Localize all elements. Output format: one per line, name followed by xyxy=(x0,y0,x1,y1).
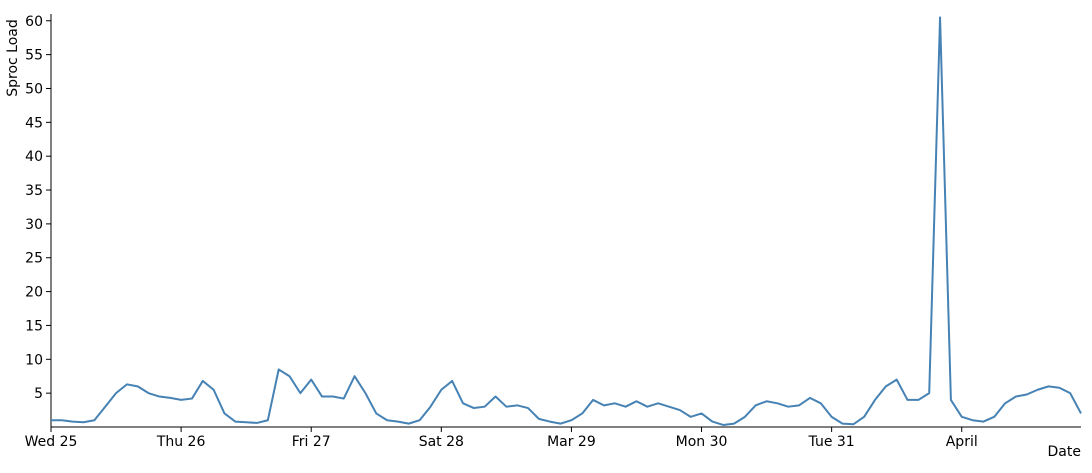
y-tick-label: 60 xyxy=(25,14,43,30)
y-tick-label: 25 xyxy=(25,251,43,267)
y-tick-label: 40 xyxy=(25,149,43,165)
x-tick-label: Sat 28 xyxy=(419,434,464,450)
y-tick-label: 10 xyxy=(25,352,43,368)
y-tick-label: 35 xyxy=(25,183,43,199)
y-tick-label: 15 xyxy=(25,318,43,334)
y-axis-label: Sproc Load xyxy=(5,19,21,97)
x-tick-label: April xyxy=(946,434,978,450)
x-tick-label: Mar 29 xyxy=(547,434,596,450)
y-tick-label: 5 xyxy=(34,386,43,402)
y-tick-label: 20 xyxy=(25,285,43,301)
x-tick-label: Thu 26 xyxy=(156,434,206,450)
y-tick-label: 30 xyxy=(25,217,43,233)
x-tick-label: Fri 27 xyxy=(292,434,331,450)
x-tick-label: Wed 25 xyxy=(25,434,78,450)
data-line xyxy=(51,16,1082,426)
y-tick-label: 45 xyxy=(25,115,43,131)
x-tick-label: Mon 30 xyxy=(676,434,728,450)
y-tick-label: 55 xyxy=(25,48,43,64)
y-tick-label: 50 xyxy=(25,81,43,97)
x-tick-label: Tue 31 xyxy=(808,434,855,450)
x-axis-label: Date xyxy=(1048,444,1081,460)
